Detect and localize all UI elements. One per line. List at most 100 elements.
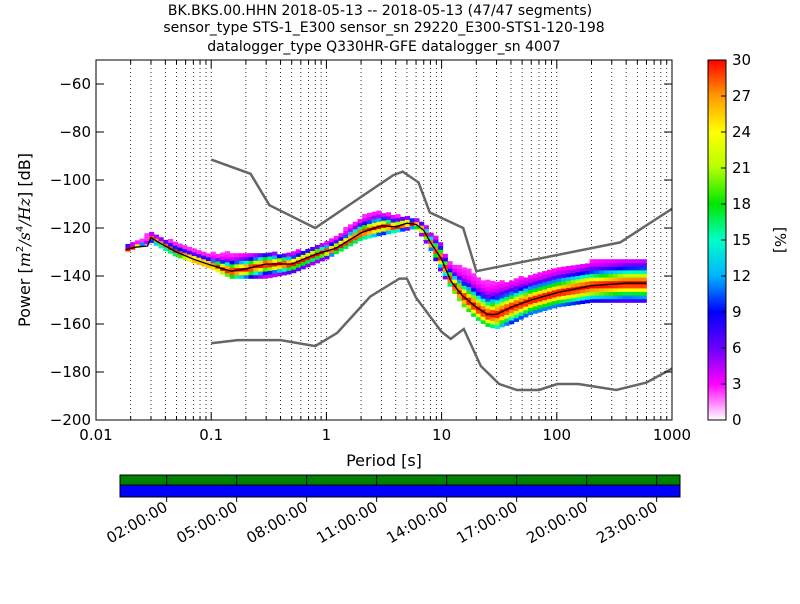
psd-cell <box>456 268 463 273</box>
psd-cell <box>618 284 624 289</box>
psd-cell <box>627 270 633 274</box>
psd-cell <box>513 317 519 322</box>
psd-cell <box>149 231 155 236</box>
psd-cell <box>461 285 467 290</box>
psd-cell <box>499 305 505 310</box>
psd-cell <box>400 216 406 221</box>
chart-title-line-1: BK.BKS.00.HHN 2018-05-13 -- 2018-05-13 (… <box>168 3 592 19</box>
psd-cell <box>229 260 235 265</box>
psd-cell <box>494 310 501 315</box>
psd-cell <box>528 278 534 283</box>
psd-cell <box>182 248 188 253</box>
psd-cell <box>272 273 278 278</box>
psd-cell <box>177 247 183 252</box>
psd-cell <box>561 299 567 304</box>
psd-cell <box>542 278 548 283</box>
psd-cell <box>599 266 605 271</box>
psd-cell <box>286 259 292 264</box>
psd-cell <box>627 284 633 289</box>
psd-cell <box>627 295 633 300</box>
y-tick-label: −120 <box>50 219 91 237</box>
psd-cell <box>224 265 231 270</box>
psd-cell <box>248 271 254 276</box>
psd-cell <box>584 277 591 282</box>
psd-cell <box>556 274 562 279</box>
data-availability-bar <box>119 474 681 486</box>
psd-cell <box>523 284 529 289</box>
psd-cell <box>210 266 216 271</box>
psd-cell <box>343 241 349 246</box>
psd-cell <box>636 295 643 300</box>
psd-cell <box>438 260 444 265</box>
noise-models <box>210 158 672 392</box>
psd-cell <box>343 244 349 249</box>
psd-cell <box>613 266 619 271</box>
time-label: 05:00:00 <box>173 498 240 547</box>
psd-cell <box>546 294 553 299</box>
psd-cell <box>324 241 330 246</box>
psd-cell <box>224 258 231 263</box>
psd-cell <box>622 262 628 267</box>
psd-cell <box>509 309 515 314</box>
psd-cell <box>461 303 467 308</box>
psd-cell <box>362 235 368 240</box>
psd-cell <box>636 262 643 267</box>
psd-cell <box>348 238 354 243</box>
psd-cell <box>404 215 411 220</box>
psd-cell <box>210 258 216 263</box>
psd-cell <box>513 310 519 315</box>
psd-cell <box>461 299 467 304</box>
psd-cell <box>537 283 543 288</box>
psd-cell <box>248 264 254 268</box>
psd-cell <box>447 268 453 273</box>
psd-cell <box>528 293 534 298</box>
psd-cell <box>414 221 420 226</box>
psd-cell <box>371 218 377 223</box>
psd-cell <box>452 282 458 287</box>
psd-cell <box>362 231 368 236</box>
psd-cell <box>243 253 249 258</box>
psd-cell <box>618 277 624 282</box>
psd-cell <box>594 266 600 271</box>
psd-cell <box>191 248 197 253</box>
psd-cell <box>608 298 614 303</box>
psd-cell <box>632 284 638 289</box>
psd-cell <box>348 227 354 232</box>
psd-cell <box>608 266 614 271</box>
psd-cell <box>584 266 591 271</box>
psd-cell <box>485 304 491 309</box>
colorbar-tick-label: 24 <box>732 123 751 141</box>
psd-cell <box>594 262 600 267</box>
psd-cell <box>499 287 505 292</box>
psd-cell <box>589 277 595 282</box>
psd-cell <box>381 213 387 218</box>
psd-cell <box>215 253 221 258</box>
psd-cell <box>509 298 515 303</box>
psd-cell <box>286 270 292 275</box>
psd-cell <box>475 295 482 300</box>
psd-cell <box>518 286 524 291</box>
psd-cell <box>381 220 387 225</box>
psd-cell <box>428 239 434 244</box>
psd-cell <box>518 312 524 317</box>
psd-cell <box>575 275 581 280</box>
psd-cell <box>352 239 358 244</box>
psd-cell <box>561 281 567 286</box>
psd-cell <box>433 246 439 251</box>
psd-cell <box>546 291 553 296</box>
psd-cell <box>276 272 283 277</box>
psd-cell <box>456 275 463 280</box>
psd-cell <box>248 256 254 261</box>
psd-cell <box>532 291 538 296</box>
psd-cell <box>196 253 202 258</box>
psd-cell <box>504 296 510 301</box>
psd-cell <box>310 254 316 259</box>
psd-cell <box>575 300 581 305</box>
psd-cell <box>371 215 377 220</box>
psd-cell <box>352 228 358 233</box>
psd-cell <box>608 288 614 292</box>
psd-cell <box>329 252 335 257</box>
psd-cell <box>475 316 482 321</box>
psd-cell <box>452 286 458 291</box>
psd-cell <box>409 225 415 230</box>
